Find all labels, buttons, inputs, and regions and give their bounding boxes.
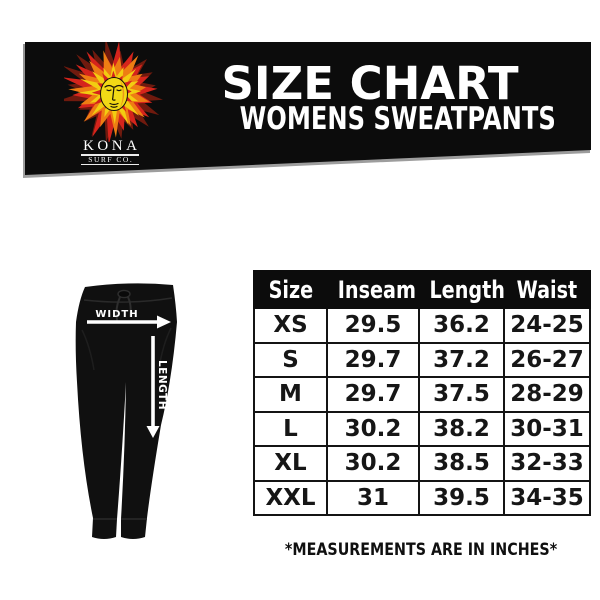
cell-waist: 30-31	[503, 410, 591, 447]
cell-waist: 26-27	[503, 341, 591, 378]
table-row-xs: XS 29.5 36.2 24-25	[253, 307, 591, 344]
cell-size: L	[253, 410, 328, 447]
col-header-waist: Waist	[503, 270, 591, 309]
size-table: Size Inseam Length Waist XS 29.5 36.2 24…	[253, 270, 591, 516]
brand-divider-bottom	[81, 163, 139, 165]
drawstring	[115, 289, 132, 321]
brand-divider	[81, 154, 139, 156]
cell-length: 38.5	[418, 445, 505, 482]
cell-waist: 32-33	[503, 445, 591, 482]
cell-waist: 24-25	[503, 307, 591, 344]
cell-inseam: 31	[326, 479, 420, 516]
page-title: SIZE CHART	[221, 57, 519, 110]
sun-face	[100, 77, 128, 111]
brand-surf-co: SURF CO.	[88, 154, 134, 164]
brand-kona: KONA	[83, 138, 141, 154]
length-label: LENGTH	[156, 360, 168, 410]
cell-waist: 28-29	[503, 376, 591, 413]
width-arrow-icon	[87, 315, 171, 329]
sun-face-logo-icon	[64, 42, 163, 142]
cell-size: XXL	[253, 479, 328, 516]
cell-size: M	[253, 376, 328, 413]
cell-size: S	[253, 341, 328, 378]
table-row-m: M 29.7 37.5 28-29	[253, 376, 591, 413]
sweatpants-figure: WIDTH LENGTH	[75, 283, 177, 539]
cell-waist: 34-35	[503, 479, 591, 516]
cell-inseam: 30.2	[326, 445, 420, 482]
width-label: WIDTH	[95, 309, 138, 320]
measurements-footnote: *MEASUREMENTS ARE IN INCHES*	[284, 540, 558, 560]
cell-length: 37.5	[418, 376, 505, 413]
col-header-inseam: Inseam	[326, 270, 420, 309]
page-subtitle: WOMENS SWEATPANTS	[239, 101, 556, 137]
cell-inseam: 29.5	[326, 307, 420, 344]
cell-size: XL	[253, 445, 328, 482]
length-arrow-icon	[146, 336, 160, 438]
cell-inseam: 29.7	[326, 341, 420, 378]
cell-length: 38.2	[418, 410, 505, 447]
banner-headline: SIZE CHART WOMENS SWEATPANTS	[195, 57, 556, 137]
cell-inseam: 30.2	[326, 410, 420, 447]
table-header-row: Size Inseam Length Waist	[253, 270, 591, 309]
cell-inseam: 29.7	[326, 376, 420, 413]
table-row-s: S 29.7 37.2 26-27	[253, 341, 591, 378]
cell-size: XS	[253, 307, 328, 344]
col-header-size: Size	[253, 270, 328, 309]
cell-length: 39.5	[418, 479, 505, 516]
col-header-length: Length	[418, 270, 505, 309]
cell-length: 36.2	[418, 307, 505, 344]
cell-length: 37.2	[418, 341, 505, 378]
table-row-xxl: XXL 31 39.5 34-35	[253, 479, 591, 516]
table-row-l: L 30.2 38.2 30-31	[253, 410, 591, 447]
table-row-xl: XL 30.2 38.5 32-33	[253, 445, 591, 482]
